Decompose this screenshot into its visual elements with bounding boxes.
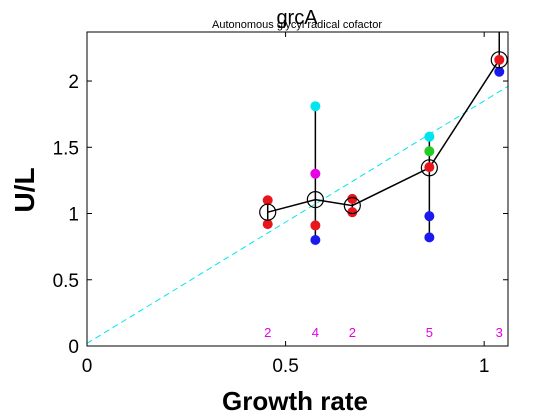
- data-point: [494, 54, 505, 65]
- mean-marker: [490, 51, 508, 69]
- chart-title: grcA: [276, 7, 318, 29]
- data-point: [310, 101, 321, 112]
- group-whiskers: [266, 32, 501, 241]
- data-point: [310, 168, 321, 179]
- data-point: [310, 220, 321, 231]
- data-point: [424, 232, 435, 243]
- mean-markers: [259, 51, 508, 221]
- data-point: [262, 195, 273, 206]
- plot-frame: [86, 31, 509, 347]
- data-point: [424, 131, 435, 142]
- chart-subtitle: Autonomous glycyl radical cofactor: [212, 19, 382, 31]
- x-tick-label: 1: [479, 356, 490, 377]
- mean-marker: [259, 203, 277, 221]
- group-count-label: 4: [312, 325, 319, 340]
- y-tick-label: 1: [68, 205, 79, 226]
- data-point: [424, 146, 435, 157]
- reference-line: [87, 85, 508, 344]
- data-point: [347, 193, 358, 204]
- data-point: [310, 235, 321, 246]
- mean-marker: [343, 196, 361, 215]
- x-tick-label: 0: [82, 356, 93, 377]
- group-count-label: 3: [496, 325, 503, 340]
- data-point: [262, 219, 273, 230]
- data-point: [424, 162, 435, 173]
- group-count-label: 2: [349, 325, 356, 340]
- mean-marker: [420, 159, 438, 177]
- y-tick-label: 2: [68, 72, 79, 93]
- x-axis-ticks: 0 0.5 1: [82, 32, 490, 377]
- y-tick-label: 0: [68, 337, 79, 358]
- data-point: [347, 207, 358, 218]
- x-tick-label: 0.5: [272, 356, 298, 377]
- group-count-label: 5: [426, 325, 433, 340]
- mean-marker: [306, 190, 324, 209]
- y-axis-label: U/L: [9, 167, 40, 212]
- data-point: [424, 211, 435, 222]
- y-axis-ticks: 0 0.5 1 1.5 2: [53, 72, 508, 358]
- mean-line: [267, 59, 500, 213]
- data-point: [494, 16, 504, 26]
- group-count-label: 2: [264, 325, 271, 340]
- group-counts: 2 4 2 5 3: [264, 325, 503, 340]
- y-tick-label: 0.5: [53, 271, 79, 292]
- y-tick-label: 1.5: [53, 138, 79, 159]
- data-points: [262, 16, 505, 246]
- data-point: [494, 66, 505, 77]
- x-axis-label: Growth rate: [222, 386, 368, 416]
